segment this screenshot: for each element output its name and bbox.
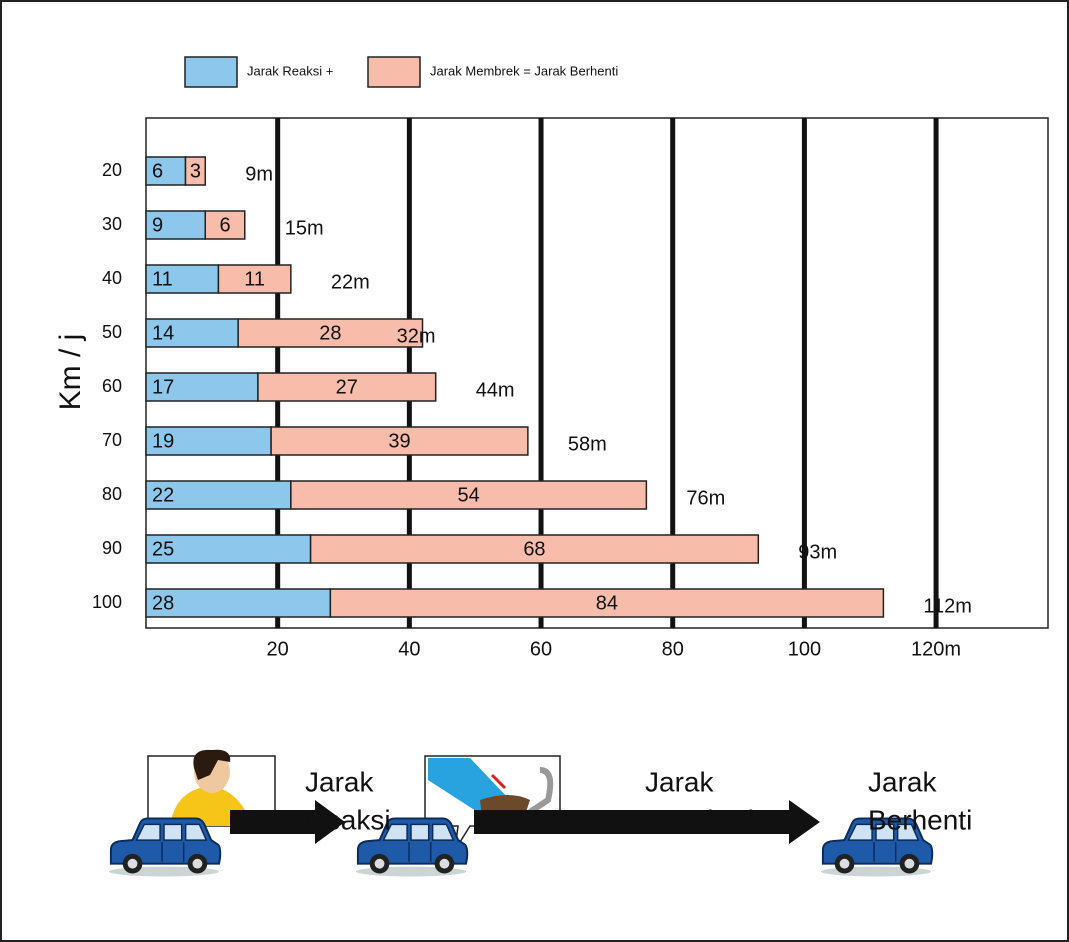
x-tick-label: 20 bbox=[267, 638, 289, 660]
bar-segment bbox=[329, 588, 885, 618]
y-tick-label: 20 bbox=[102, 160, 122, 180]
bar-value-label: 28 bbox=[152, 592, 174, 614]
total-label: 15m bbox=[285, 217, 324, 239]
bar-value-label: 6 bbox=[219, 214, 230, 236]
total-label: 32m bbox=[397, 325, 436, 347]
total-label: 93m bbox=[798, 541, 837, 563]
diagram-steps: Jarak Reaksi Jarak Membrek Jarak Berhenti bbox=[305, 766, 972, 835]
bar-segment bbox=[217, 264, 292, 294]
bar-segment bbox=[184, 156, 207, 186]
pedal-illustration bbox=[424, 755, 561, 851]
bar-segment bbox=[270, 426, 529, 456]
bar-value-label: 54 bbox=[457, 484, 479, 506]
y-tick-label: 30 bbox=[102, 214, 122, 234]
bar-segment bbox=[145, 318, 239, 348]
bar-value-label: 11 bbox=[152, 268, 173, 290]
y-tick-label: 90 bbox=[102, 538, 122, 558]
y-tick-label: 40 bbox=[102, 268, 122, 288]
step-label: Membrek bbox=[645, 804, 763, 835]
bar-value-label: 6 bbox=[152, 160, 163, 182]
step-label: Reaksi bbox=[305, 804, 391, 835]
legend-label: Jarak Membrek = Jarak Berhenti bbox=[430, 63, 618, 78]
bar-segment bbox=[309, 534, 760, 564]
bar-value-label: 27 bbox=[336, 376, 358, 398]
bar-value-label: 39 bbox=[388, 430, 410, 452]
y-tick-label: 60 bbox=[102, 376, 122, 396]
car bbox=[107, 817, 222, 878]
x-tick-label: 60 bbox=[530, 638, 552, 660]
y-tick-label: 80 bbox=[102, 484, 122, 504]
arrows bbox=[230, 800, 820, 844]
bar-value-label: 14 bbox=[152, 322, 174, 344]
legend-swatch bbox=[367, 56, 421, 88]
bar-value-label: 84 bbox=[596, 592, 618, 614]
bar-value-label: 3 bbox=[190, 160, 201, 182]
bar-segment bbox=[204, 210, 246, 240]
y-tick-label: 50 bbox=[102, 322, 122, 342]
total-label: 44m bbox=[476, 379, 515, 401]
x-tick-label: 40 bbox=[398, 638, 420, 660]
total-label: 22m bbox=[331, 271, 370, 293]
bar-segment bbox=[257, 372, 437, 402]
total-label: 58m bbox=[568, 433, 607, 455]
bar-segment bbox=[145, 264, 220, 294]
total-label: 76m bbox=[686, 487, 725, 509]
step-label: Berhenti bbox=[868, 804, 972, 835]
total-label: 9m bbox=[245, 163, 273, 185]
bar-value-label: 68 bbox=[523, 538, 545, 560]
bar-value-label: 25 bbox=[152, 538, 174, 560]
bar-value-label: 9 bbox=[152, 214, 163, 236]
y-tick-label: 70 bbox=[102, 430, 122, 450]
bar-value-label: 11 bbox=[244, 268, 265, 290]
bar-segment bbox=[145, 210, 207, 240]
bar-segment bbox=[145, 534, 312, 564]
x-tick-label: 120m bbox=[911, 638, 961, 660]
bar-segment bbox=[290, 480, 648, 510]
x-tick-label: 100 bbox=[788, 638, 821, 660]
step-label: Jarak bbox=[868, 766, 937, 797]
step-label: Jarak bbox=[305, 766, 374, 797]
legend-label: Jarak Reaksi + bbox=[247, 63, 333, 78]
bar-value-label: 22 bbox=[152, 484, 174, 506]
legend-swatch bbox=[184, 56, 238, 88]
x-tick-label: 80 bbox=[662, 638, 684, 660]
total-label: 112m bbox=[923, 595, 972, 617]
bar-value-label: 17 bbox=[152, 376, 174, 398]
bar-segment bbox=[237, 318, 424, 348]
bar-value-label: 19 bbox=[152, 430, 174, 452]
bar-value-label: 28 bbox=[319, 322, 341, 344]
bar-segment bbox=[145, 480, 292, 510]
step-label: Jarak bbox=[645, 766, 714, 797]
y-axis-label: Km / j bbox=[54, 334, 87, 411]
y-tick-label: 100 bbox=[92, 592, 122, 612]
chart: 20 40 60 80 100 120m Jarak Reaksi + Jarak Membr… bbox=[92, 56, 972, 660]
bar-segment bbox=[145, 588, 332, 618]
